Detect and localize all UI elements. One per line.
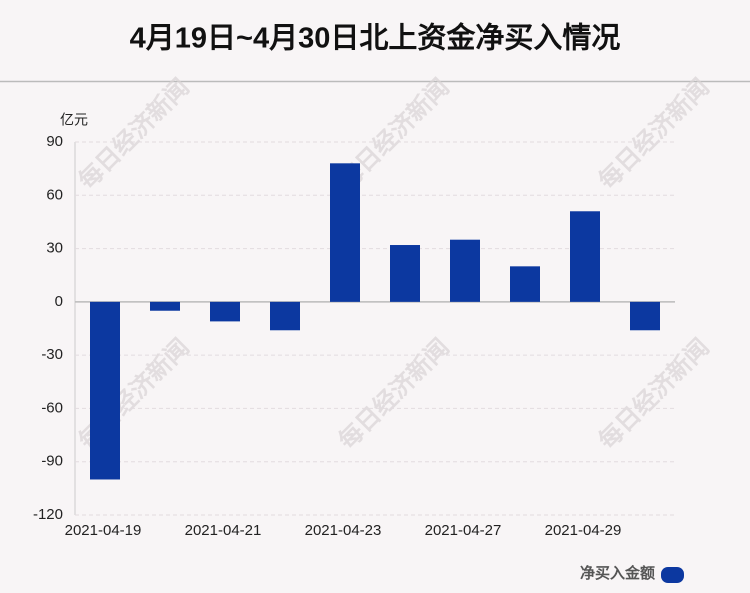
x-tick-label: 2021-04-29 bbox=[545, 522, 622, 539]
legend-label: 净买入金额 bbox=[580, 564, 655, 582]
y-axis-unit: 亿元 bbox=[60, 112, 88, 128]
bar bbox=[630, 301, 660, 331]
bar bbox=[450, 239, 480, 302]
x-tick-label: 2021-04-23 bbox=[305, 522, 382, 539]
bar bbox=[150, 301, 180, 311]
y-tick-label: -30 bbox=[41, 346, 63, 363]
bar bbox=[270, 301, 300, 331]
chart-title: 4月19日~4月30日北上资金净买入情况 bbox=[130, 21, 621, 55]
y-tick-label: 60 bbox=[46, 186, 63, 203]
legend-swatch bbox=[661, 567, 684, 583]
y-tick-label: -120 bbox=[33, 506, 63, 523]
bar bbox=[210, 301, 240, 322]
bar bbox=[570, 211, 600, 302]
y-tick-label: -90 bbox=[41, 453, 63, 470]
x-tick-label: 2021-04-27 bbox=[425, 522, 502, 539]
bar bbox=[90, 301, 120, 480]
y-tick-label: 0 bbox=[55, 293, 63, 310]
y-tick-label: 90 bbox=[46, 133, 63, 150]
x-tick-label: 2021-04-19 bbox=[65, 522, 142, 539]
x-tick-label: 2021-04-21 bbox=[185, 522, 262, 539]
bar bbox=[330, 163, 360, 302]
y-tick-label: -60 bbox=[41, 399, 63, 416]
bar bbox=[510, 266, 540, 302]
bar bbox=[390, 245, 420, 302]
y-tick-label: 30 bbox=[46, 240, 63, 257]
